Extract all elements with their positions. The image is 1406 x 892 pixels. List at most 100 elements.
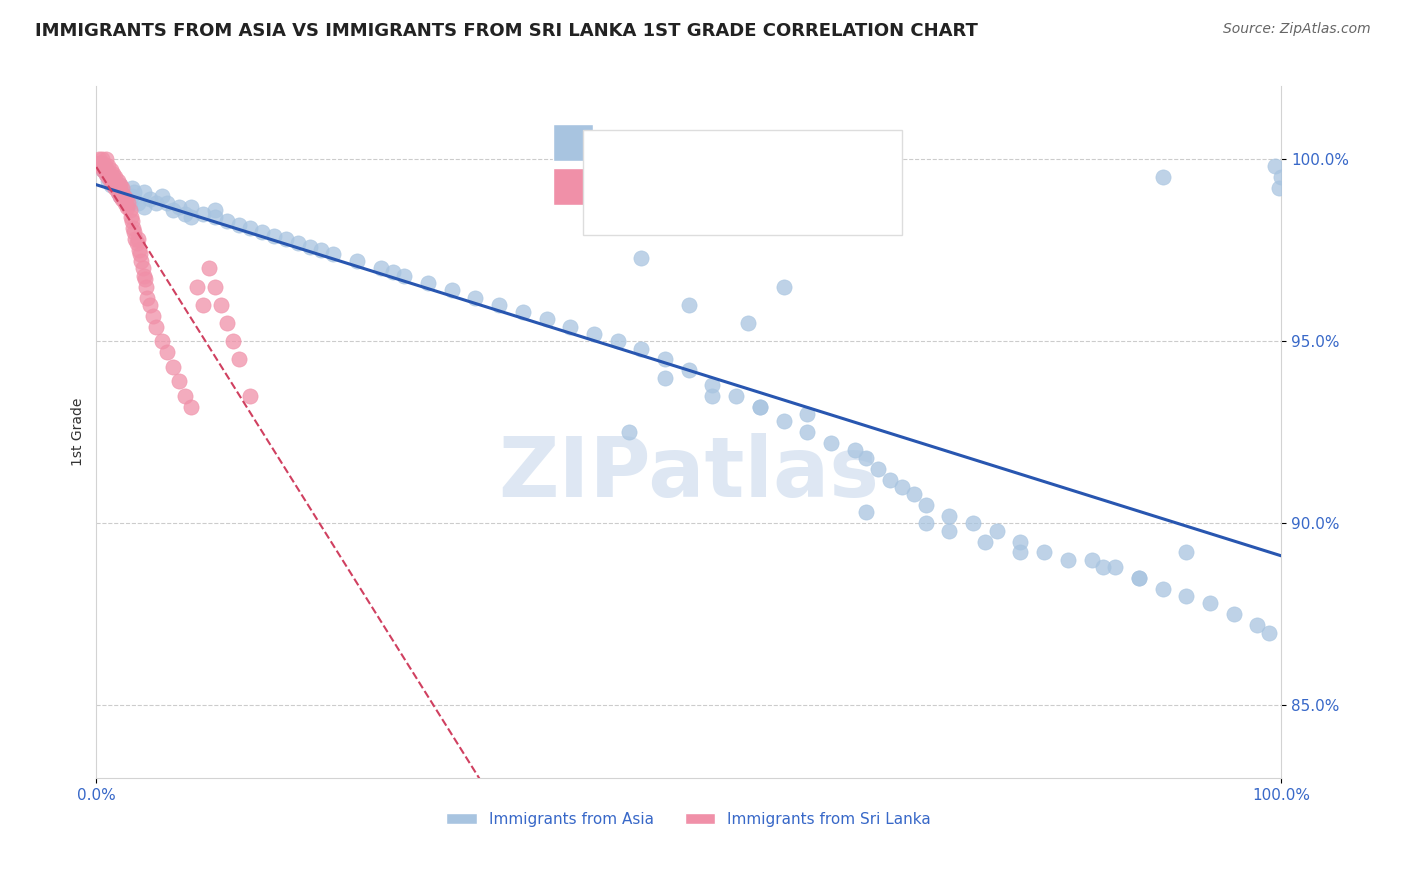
- Point: [228, 352, 250, 367]
- Point: [150, 334, 173, 349]
- Point: [136, 291, 159, 305]
- Point: [100, 170, 122, 185]
- Point: [97, 170, 120, 185]
- Legend: Immigrants from Asia, Immigrants from Sri Lanka: Immigrants from Asia, Immigrants from Sr…: [440, 805, 938, 833]
- Point: [772, 279, 794, 293]
- Point: [974, 534, 997, 549]
- Point: [108, 178, 131, 192]
- Point: [796, 425, 818, 440]
- Point: [1080, 553, 1102, 567]
- Point: [104, 178, 127, 192]
- Point: [891, 480, 914, 494]
- Point: [91, 152, 114, 166]
- Point: [94, 163, 117, 178]
- Point: [274, 232, 297, 246]
- Point: [110, 185, 132, 199]
- Point: [96, 163, 118, 178]
- Point: [962, 516, 984, 531]
- Point: [101, 178, 124, 192]
- Point: [107, 185, 129, 199]
- Point: [122, 185, 145, 199]
- Point: [93, 160, 115, 174]
- Point: [606, 334, 628, 349]
- Point: [191, 207, 214, 221]
- Point: [198, 261, 221, 276]
- Point: [100, 170, 122, 185]
- Point: [138, 192, 160, 206]
- Point: [186, 279, 208, 293]
- Point: [114, 195, 136, 210]
- Point: [1056, 553, 1078, 567]
- Point: [1152, 582, 1174, 596]
- Point: [131, 254, 153, 268]
- Point: [678, 363, 700, 377]
- Y-axis label: 1st Grade: 1st Grade: [72, 398, 86, 467]
- Point: [180, 400, 202, 414]
- Point: [97, 160, 120, 174]
- Point: [725, 389, 748, 403]
- Point: [1010, 545, 1032, 559]
- Point: [986, 524, 1008, 538]
- Point: [100, 163, 122, 178]
- Point: [381, 265, 404, 279]
- Point: [204, 211, 226, 225]
- Point: [619, 425, 641, 440]
- Point: [464, 291, 486, 305]
- Point: [94, 167, 117, 181]
- Point: [138, 298, 160, 312]
- Point: [678, 298, 700, 312]
- Point: [560, 319, 582, 334]
- Point: [1128, 571, 1150, 585]
- Point: [120, 211, 142, 225]
- Point: [93, 163, 115, 178]
- Point: [239, 221, 262, 235]
- Point: [94, 167, 117, 181]
- Point: [1152, 170, 1174, 185]
- Point: [215, 316, 238, 330]
- Point: [108, 181, 131, 195]
- Point: [370, 261, 392, 276]
- Text: IMMIGRANTS FROM ASIA VS IMMIGRANTS FROM SRI LANKA 1ST GRADE CORRELATION CHART: IMMIGRANTS FROM ASIA VS IMMIGRANTS FROM …: [35, 22, 979, 40]
- Point: [111, 192, 134, 206]
- Text: Source: ZipAtlas.com: Source: ZipAtlas.com: [1223, 22, 1371, 37]
- Point: [1033, 545, 1056, 559]
- Point: [311, 244, 333, 258]
- Point: [1270, 170, 1292, 185]
- Point: [1104, 560, 1126, 574]
- Point: [156, 195, 179, 210]
- Point: [287, 235, 309, 250]
- Point: [101, 170, 124, 185]
- Point: [855, 505, 877, 519]
- Point: [87, 152, 110, 166]
- Point: [97, 170, 120, 185]
- Point: [91, 160, 114, 174]
- Point: [903, 487, 925, 501]
- Point: [250, 225, 273, 239]
- Point: [125, 235, 148, 250]
- Point: [107, 174, 129, 188]
- Point: [180, 211, 202, 225]
- Point: [204, 203, 226, 218]
- Point: [142, 309, 165, 323]
- Point: [127, 195, 149, 210]
- Point: [169, 374, 191, 388]
- Point: [938, 524, 960, 538]
- Point: [118, 195, 141, 210]
- Point: [938, 509, 960, 524]
- Point: [89, 156, 111, 170]
- Point: [346, 254, 368, 268]
- Point: [104, 181, 127, 195]
- Point: [100, 178, 122, 192]
- Point: [115, 200, 138, 214]
- Point: [135, 279, 157, 293]
- Point: [221, 334, 243, 349]
- Point: [145, 195, 167, 210]
- Point: [162, 359, 184, 374]
- Point: [737, 316, 759, 330]
- Point: [105, 178, 128, 192]
- Point: [127, 232, 149, 246]
- Point: [654, 352, 676, 367]
- Point: [1010, 534, 1032, 549]
- Point: [118, 203, 141, 218]
- Point: [1128, 571, 1150, 585]
